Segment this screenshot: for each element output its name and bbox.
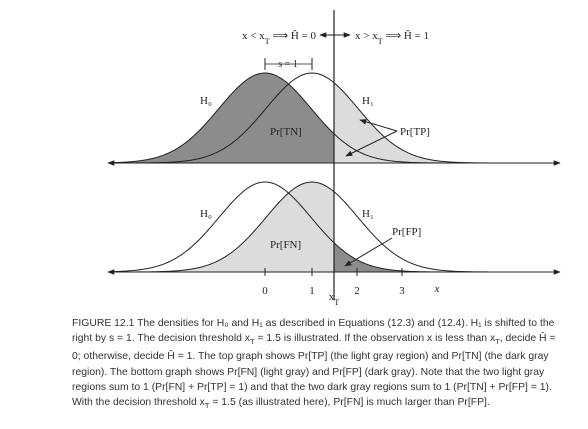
text-run: = 1.5 (as illustrated here), Pr[FN] is m…	[209, 397, 490, 409]
tick-label: 2	[354, 285, 360, 297]
light-region	[334, 82, 558, 163]
tick-label: 0	[262, 285, 268, 297]
text-run: = 1.5 is illustrated. If the observation…	[254, 333, 496, 345]
right-rule: x > xT ⟹ Ĥ = 1	[355, 30, 429, 46]
text-run: x	[329, 291, 335, 303]
threshold-label: xT	[329, 291, 340, 307]
subscript: T	[204, 401, 210, 411]
text-run: x > x	[355, 30, 378, 42]
x-label: x	[434, 283, 440, 295]
pointer	[359, 119, 398, 132]
tp-label: Pr[TP]	[400, 126, 430, 138]
tick-label: 1	[309, 285, 315, 297]
subscript: T	[334, 298, 339, 307]
h1-label: H₁	[362, 95, 374, 107]
tick-label: 3	[399, 285, 405, 297]
light-region	[110, 182, 334, 272]
h0-label: H₀	[200, 208, 212, 220]
text-run: ⟹ Ĥ = 1	[383, 30, 429, 42]
text-run: ⟹ Ĥ = 0	[270, 30, 317, 42]
caption: FIGURE 12.1 The densities for H₀ and H₁ …	[72, 316, 558, 413]
fp-label: Pr[FP]	[392, 226, 421, 238]
text-run: x < x	[242, 30, 265, 42]
h0-label: H₀	[200, 95, 212, 107]
dark-region	[334, 242, 558, 272]
shift-label: s = 1	[278, 59, 298, 70]
text-run: FIGURE 12.1 The densities for H₀ and H₁ …	[72, 318, 555, 345]
subscript: T	[250, 337, 255, 347]
subscript: T	[378, 37, 383, 46]
dark-region	[110, 73, 334, 163]
h1-label: H₁	[362, 208, 374, 220]
subscript: T	[265, 37, 270, 46]
tn-label: Pr[TN]	[270, 126, 302, 138]
fn-label: Pr[FN]	[270, 239, 301, 251]
figure: x < xT ⟹ Ĥ = 0 x > xT ⟹ Ĥ = 1 s = 1 H₀ H…	[107, 10, 561, 307]
pointer	[345, 130, 398, 157]
text-run: , decide Ĥ = 0; otherwise, decide Ĥ = 1.…	[72, 333, 556, 409]
subscript: T	[495, 337, 500, 347]
left-rule: x < xT ⟹ Ĥ = 0	[242, 30, 317, 46]
pointer	[344, 237, 393, 267]
